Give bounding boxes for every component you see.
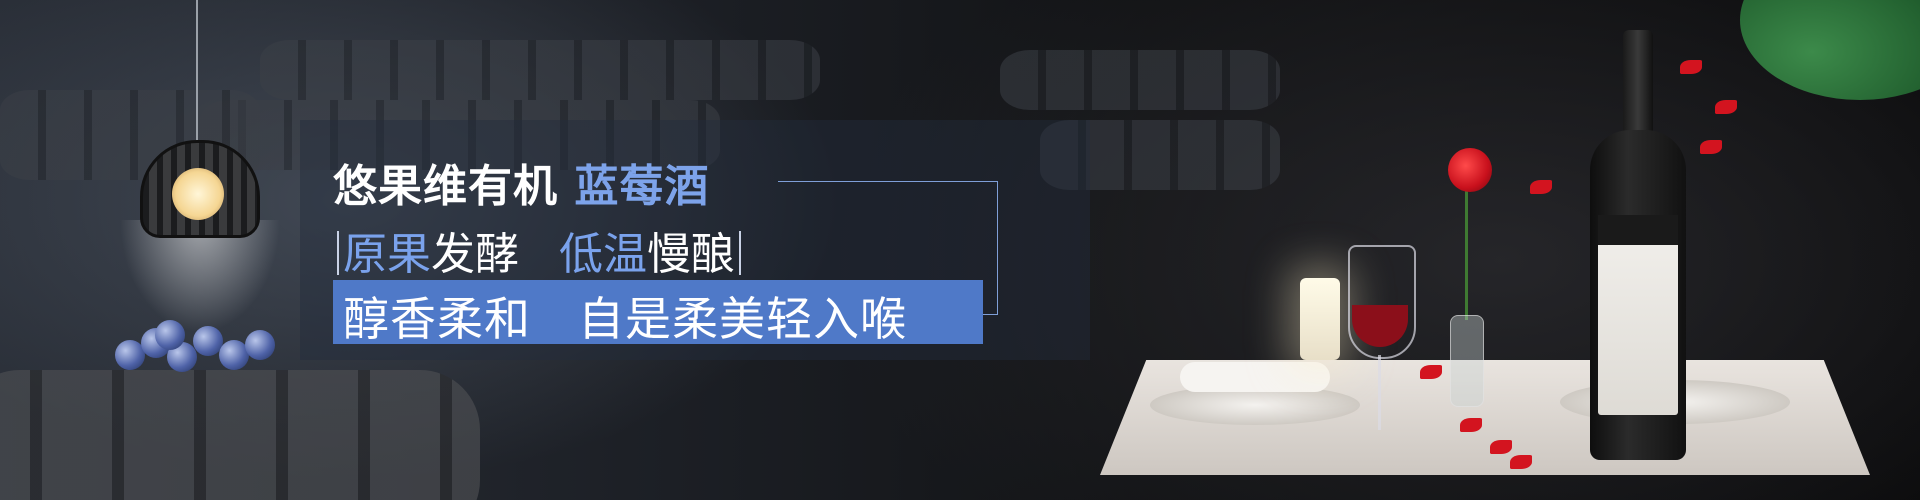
bottle-label-band [1598, 215, 1678, 245]
petal-icon [1680, 60, 1702, 74]
subtitle-text-1: 发酵 [431, 229, 519, 280]
blueberries-image [115, 320, 285, 375]
frame-line [778, 181, 998, 182]
wine-bottle-image [1590, 30, 1686, 460]
title-brand: 悠果维有机 [333, 161, 558, 212]
lamp-cord [196, 0, 198, 150]
petal-icon [1510, 455, 1532, 469]
petal-icon [1715, 100, 1737, 114]
pendant-lamp-icon [140, 140, 260, 238]
frame-line [980, 314, 998, 315]
tagline-box [333, 280, 983, 344]
title-product: 蓝莓酒 [574, 161, 710, 212]
bottle-label [1598, 215, 1678, 415]
petal-icon [1420, 365, 1442, 379]
tagline: 醇香柔和 自是柔美轻入喉 [343, 292, 907, 346]
rose-stem [1465, 180, 1468, 320]
subtitle-accent-1: 原果 [343, 229, 431, 280]
divider-bar [739, 231, 741, 275]
petal-icon [1460, 418, 1482, 432]
petal-icon [1490, 440, 1512, 454]
subtitle-accent-2: 低温 [559, 229, 647, 280]
page-title: 悠果维有机 蓝莓酒 [333, 150, 709, 214]
subtitle: 原果发酵 低温慢酿 [333, 218, 745, 282]
divider-bar [337, 231, 339, 275]
glass-stem [1378, 355, 1381, 430]
napkin [1180, 362, 1330, 392]
vase [1450, 315, 1484, 407]
subtitle-text-2: 慢酿 [647, 229, 735, 280]
petal-icon [1700, 140, 1722, 154]
barrel-cellar-background [0, 30, 1280, 500]
rose-icon [1448, 148, 1492, 192]
light-bulb-icon [172, 168, 224, 220]
leaf-decoration [1740, 0, 1920, 100]
frame-line [997, 181, 998, 315]
wine-glass-icon [1348, 245, 1416, 359]
petal-icon [1530, 180, 1552, 194]
candle-icon [1300, 278, 1340, 360]
